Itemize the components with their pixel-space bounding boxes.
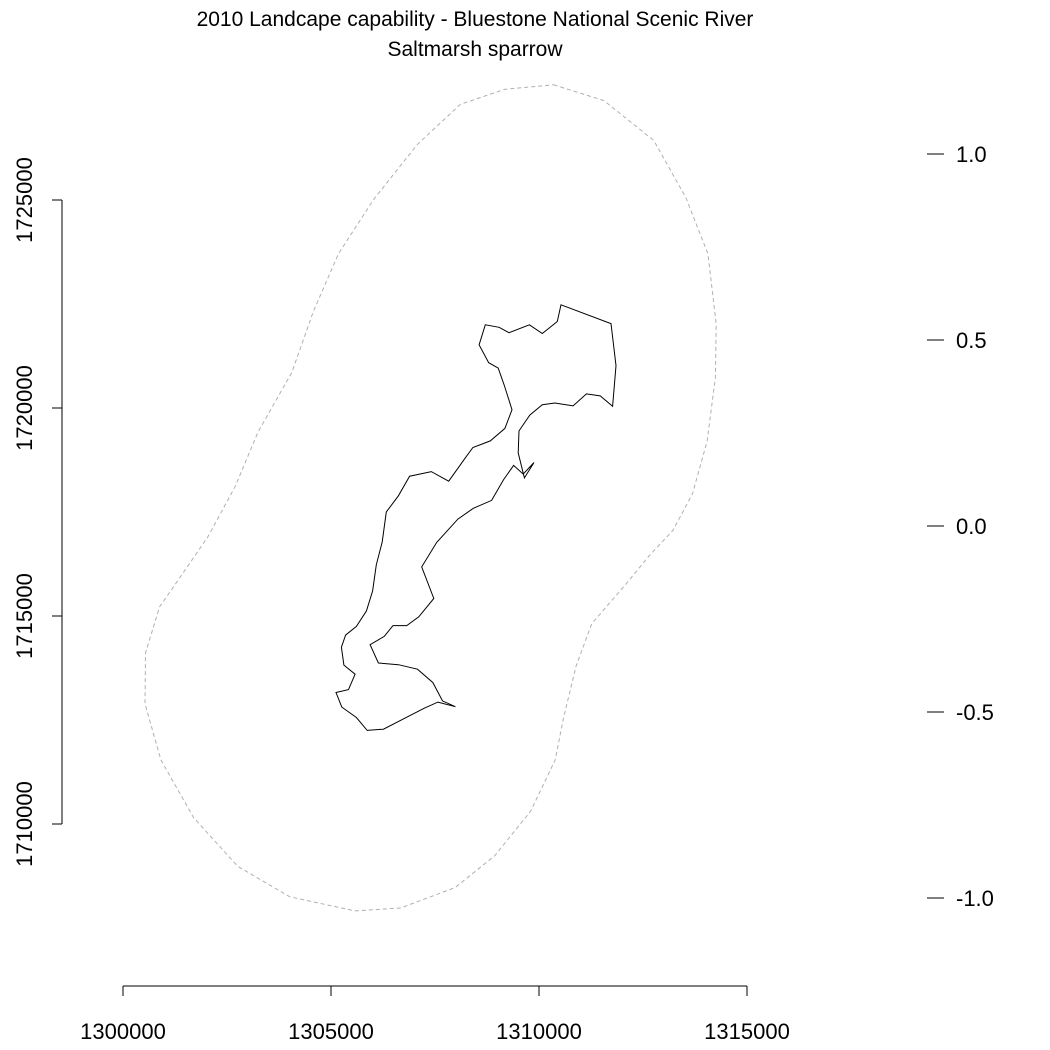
legend-tick-label: 1.0 — [956, 142, 987, 167]
legend-tick-label: -0.5 — [956, 700, 994, 725]
x-tick-label: 1305000 — [288, 1019, 374, 1044]
y-tick-label: 1720000 — [12, 365, 37, 451]
y-tick-label: 1710000 — [12, 781, 37, 867]
y-tick-label: 1715000 — [12, 573, 37, 659]
map-title: 2010 Landcape capability - Bluestone Nat… — [197, 8, 754, 31]
x-tick-label: 1300000 — [80, 1019, 166, 1044]
legend-tick-label: 0.0 — [956, 514, 987, 539]
x-axis: 1300000 1305000 1310000 1315000 — [80, 985, 790, 1044]
legend-axis: 1.0 0.5 0.0 -0.5 -1.0 — [927, 142, 994, 911]
x-tick-label: 1315000 — [704, 1019, 790, 1044]
x-tick-label: 1310000 — [496, 1019, 582, 1044]
map-subtitle: Saltmarsh sparrow — [387, 38, 563, 61]
legend-tick-label: -1.0 — [956, 886, 994, 911]
y-tick-label: 1725000 — [12, 157, 37, 243]
park-boundary — [335, 304, 617, 731]
buffer-boundary — [144, 84, 717, 912]
legend-tick-label: 0.5 — [956, 328, 987, 353]
y-axis: 1710000 1715000 1720000 1725000 — [12, 157, 63, 867]
